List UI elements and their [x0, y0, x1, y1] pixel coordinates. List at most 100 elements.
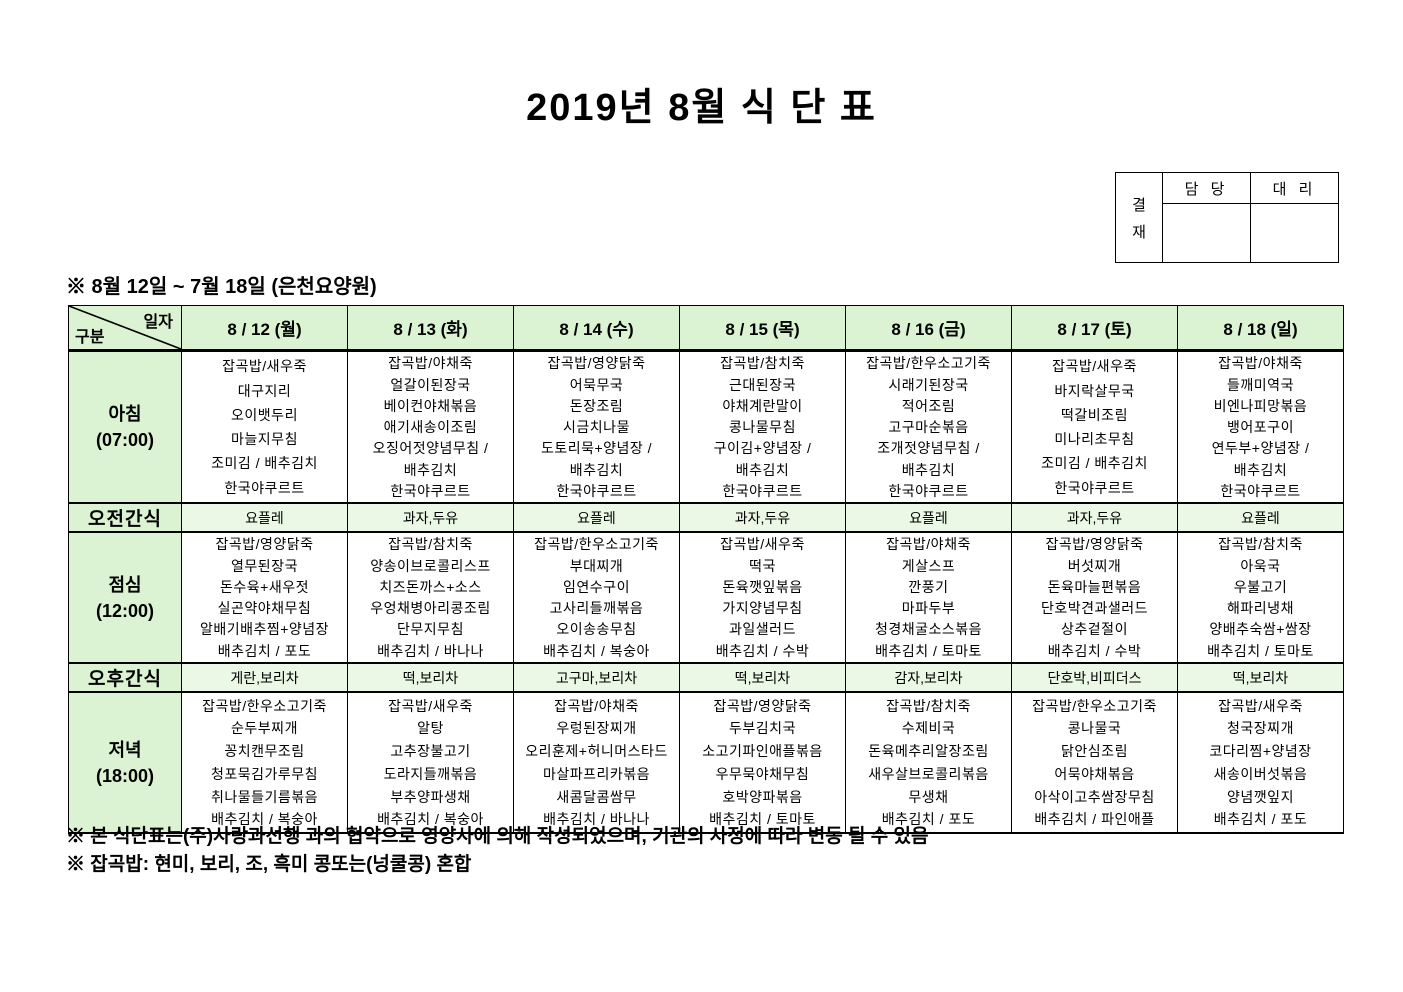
menu-item: 구이김+양념장 / — [713, 440, 812, 457]
menu-item: 도라지들깨볶음 — [383, 765, 478, 782]
row-label-meal: 저녁 (18:00) — [68, 691, 182, 834]
meal-time: (07:00) — [95, 430, 155, 450]
menu-item: 비엔나피망볶음 — [1213, 397, 1308, 414]
corner-ilja-label: 일자 — [143, 314, 173, 331]
menu-item: 돈육마늘편볶음 — [1047, 578, 1142, 595]
meal-name: 점심 — [108, 574, 142, 595]
menu-cell: 잡곡밥/야채죽 들깨미역국 비엔나피망볶음 뱅어포구이 연두부+양념장 / 배추김치 한국야… — [1177, 349, 1344, 504]
menu-item: 닭안심조림 — [1061, 743, 1128, 760]
approval-box: 결 재 담 당 대 리 — [1115, 172, 1339, 263]
menu-cell: 잡곡밥/참치죽 수제비국 돈육메추리알장조림 새우살브로콜리볶음 무생채 배추김치 / 포… — [845, 691, 1012, 834]
menu-item: 조개젓양념무침 / — [877, 440, 980, 457]
menu-item: 새콤달콤쌈무 — [556, 788, 637, 805]
menu-cell: 잡곡밥/새우죽 대구지리 오이뱃두리 마늘지무침 조미김 / 배추김치 한국야쿠르트 — [181, 349, 348, 504]
menu-item: 우엉채병아리콩조림 — [370, 600, 491, 617]
diagonal-line — [69, 306, 181, 349]
menu-item: 소고기파인애플볶음 — [702, 743, 823, 760]
meal-time: (12:00) — [95, 600, 155, 621]
date-header: 8 / 16 (금) — [845, 305, 1012, 352]
menu-cell-lines: 잡곡밥/새우죽 대구지리 오이뱃두리 마늘지무침 조미김 / 배추김치 한국야쿠르트 — [183, 352, 347, 501]
row-label-meal: 아침 (07:00) — [68, 349, 182, 504]
menu-item: 청포묵김가루무침 — [210, 765, 319, 782]
menu-cell-lines: 잡곡밥/새우죽 청국장찌개 코다리찜+양념장 새송이버섯볶음 양념깻잎지 배추김치 / 포… — [1179, 694, 1343, 831]
menu-item: 양념깻잎지 — [1227, 788, 1294, 805]
menu-item: 과일샐러드 — [729, 621, 796, 638]
menu-item: 한국야쿠르트 — [390, 482, 471, 499]
menu-item: 아삭이고추쌈장무침 — [1034, 788, 1155, 805]
menu-item: 부추양파생채 — [390, 788, 471, 805]
corner-gubun-label: 구분 — [75, 329, 105, 346]
menu-item: 마늘지무침 — [231, 431, 298, 448]
menu-item: 새송이버섯볶음 — [1213, 765, 1308, 782]
menu-item: 호박양파볶음 — [722, 788, 803, 805]
menu-item: 배추김치 / 수박 — [715, 642, 810, 659]
footer-notes: ※ 본 식단표는(주)사랑과선행 과의 협약으로 영양사에 의해 작성되었으며,… — [66, 823, 928, 879]
row-label-text: 저녁 (18:00) — [70, 737, 181, 789]
menu-cell: 잡곡밥/야채죽 게살스프 깐풍기 마파두부 청경채굴소스볶음 배추김치 / 토마토 — [845, 531, 1012, 664]
menu-item: 도토리묵+양념장 / — [540, 440, 653, 457]
menu-item: 배추김치 / 파인애플 — [1034, 811, 1155, 828]
menu-item: 단호박견과샐러드 — [1040, 600, 1149, 617]
menu-row: 저녁 (18:00) 잡곡밥/한우소고기죽 순두부찌개 꽁치캔무조림 청포묵김가루무침 취나… — [68, 691, 1344, 834]
menu-cell-lines: 잡곡밥/한우소고기죽 시래기된장국 적어조림 고구마순볶음 조개젓양념무침 / 배추김치 한… — [847, 352, 1011, 501]
menu-item: 우렁된장찌개 — [556, 720, 637, 737]
menu-item: 잡곡밥/한우소고기죽 — [1032, 697, 1157, 714]
menu-item: 돈수육+새우젓 — [220, 578, 309, 595]
menu-item: 잡곡밥/영양닭죽 — [713, 697, 812, 714]
menu-item: 베이컨야채볶음 — [383, 397, 478, 414]
menu-item: 잡곡밥/새우죽 — [222, 358, 307, 375]
menu-item: 우불고기 — [1233, 578, 1288, 595]
menu-cell-lines: 잡곡밥/새우죽 떡국 돈육깻잎볶음 가지양념무침 과일샐러드 배추김치 / 수박 — [681, 534, 845, 661]
note-line: ※ 잡곡밥: 현미, 보리, 조, 흑미 콩또는(넝쿨콩) 혼합 — [66, 854, 472, 875]
menu-row: 오전간식 요플레 과자,두유 요플레 과자,두유 요플레 과자,두유 요플레 — [68, 502, 1344, 533]
menu-cell: 잡곡밥/야채죽 얼갈이된장국 베이컨야채볶음 애기새송이조림 오징어젓양념무침 / 배추김… — [347, 349, 514, 504]
menu-item: 청국장찌개 — [1227, 720, 1294, 737]
menu-item: 배추김치 — [569, 461, 624, 478]
menu-cell: 잡곡밥/새우죽 떡국 돈육깻잎볶음 가지양념무침 과일샐러드 배추김치 / 수박 — [679, 531, 846, 664]
menu-cell-lines: 잡곡밥/야채죽 게살스프 깐풍기 마파두부 청경채굴소스볶음 배추김치 / 토마토 — [847, 534, 1011, 661]
menu-item: 어묵야채볶음 — [1054, 765, 1135, 782]
menu-item: 고사리들깨볶음 — [549, 600, 644, 617]
snack-cell: 단호박,비피더스 — [1011, 662, 1178, 693]
period-subtitle: ※ 8월 12일 ~ 7월 18일 (은천요양원) — [66, 276, 377, 298]
menu-item: 잡곡밥/영양닭죽 — [1045, 536, 1144, 553]
menu-item: 무생채 — [908, 788, 949, 805]
menu-item: 한국야쿠르트 — [1220, 482, 1301, 499]
menu-cell-lines: 잡곡밥/야채죽 우렁된장찌개 오리훈제+허니머스타드 마살파프리카볶음 새콤달콤쌈무 배추… — [515, 694, 679, 831]
menu-item: 취나물들기름볶음 — [210, 788, 319, 805]
menu-cell: 잡곡밥/한우소고기죽 부대찌개 임연수구이 고사리들깨볶음 오이송송무침 배추김치 / 복… — [513, 531, 680, 664]
menu-item: 청경채굴소스볶음 — [874, 621, 983, 638]
menu-item: 애기새송이조림 — [383, 419, 478, 435]
menu-cell: 잡곡밥/영양닭죽 두부김치국 소고기파인애플볶음 우무묵야채무침 호박양파볶음 배추김치 … — [679, 691, 846, 834]
menu-item: 상추겉절이 — [1061, 621, 1128, 638]
menu-cell-lines: 잡곡밥/영양닭죽 어묵무국 돈장조림 시금치나물 도토리묵+양념장 / 배추김치 한국야쿠르… — [515, 352, 679, 501]
menu-item: 꽁치캔무조림 — [224, 743, 305, 760]
menu-cell-lines: 잡곡밥/새우죽 알탕 고추장불고기 도라지들깨볶음 부추양파생채 배추김치 / 복숭아 — [349, 694, 513, 831]
menu-item: 깐풍기 — [908, 578, 949, 595]
menu-cell: 잡곡밥/한우소고기죽 순두부찌개 꽁치캔무조림 청포묵김가루무침 취나물들기름볶음 배추김… — [181, 691, 348, 834]
menu-cell: 잡곡밥/영양닭죽 어묵무국 돈장조림 시금치나물 도토리묵+양념장 / 배추김치 한국야쿠르… — [513, 349, 680, 504]
menu-item: 마파두부 — [901, 600, 956, 617]
menu-item: 뱅어포구이 — [1227, 419, 1294, 435]
menu-row: 아침 (07:00) 잡곡밥/새우죽 대구지리 오이뱃두리 마늘지무침 조미김 / 배추김치… — [68, 349, 1344, 504]
menu-item: 콩나물국 — [1067, 720, 1122, 737]
menu-cell-lines: 잡곡밥/새우죽 바지락살무국 떡갈비조림 미나리초무침 조미김 / 배추김치 한국야쿠르트 — [1013, 352, 1177, 501]
menu-item: 한국야쿠르트 — [224, 479, 305, 496]
page-title: 2019년 8월 식 단 표 — [526, 87, 877, 129]
menu-item: 가지양념무침 — [722, 600, 803, 617]
menu-item: 오이송송무침 — [556, 621, 637, 638]
approval-stamp-label: 결 재 — [1115, 172, 1163, 263]
menu-item: 양송이브로콜리스프 — [370, 557, 491, 574]
menu-cell: 잡곡밥/한우소고기죽 시래기된장국 적어조림 고구마순볶음 조개젓양념무침 / 배추김치 한… — [845, 349, 1012, 504]
menu-item: 배추김치 / 포도 — [881, 811, 976, 828]
menu-cell: 잡곡밥/새우죽 바지락살무국 떡갈비조림 미나리초무침 조미김 / 배추김치 한국야쿠르트 — [1011, 349, 1178, 504]
menu-item: 배추김치 / 토마토 — [1207, 642, 1314, 659]
menu-item: 한국야쿠르트 — [888, 482, 969, 499]
menu-item: 잡곡밥/새우죽 — [388, 697, 473, 714]
menu-item: 잡곡밥/새우죽 — [720, 536, 805, 553]
snack-cell: 과자,두유 — [679, 502, 846, 533]
menu-item: 새우살브로콜리볶음 — [868, 765, 989, 782]
menu-item: 잡곡밥/한우소고기죽 — [866, 355, 991, 372]
menu-cell: 잡곡밥/새우죽 알탕 고추장불고기 도라지들깨볶음 부추양파생채 배추김치 / 복숭아 — [347, 691, 514, 834]
